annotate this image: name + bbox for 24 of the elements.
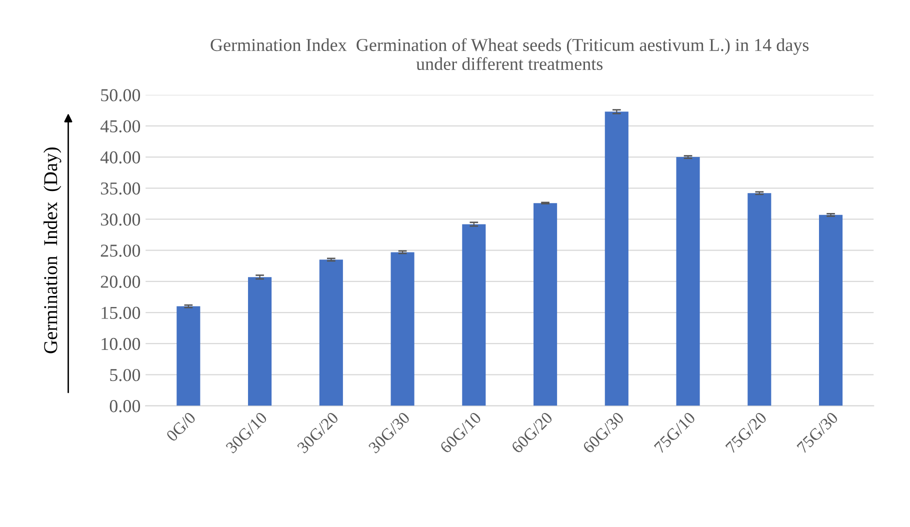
x-tick-label: 0G/0 (166, 411, 196, 442)
chart-title: Germination Index Germination of Wheat seeds (Triticum aestivum L.) in 14 days under different treatments (210, 38, 809, 70)
bar (534, 203, 558, 406)
bar (176, 306, 200, 406)
y-tick-label: 30.00 (100, 213, 140, 226)
bar (248, 277, 272, 406)
y-tick-label: 10.00 (102, 338, 140, 350)
y-axis-title: Germination Index (Day) (44, 148, 62, 354)
bar (748, 193, 772, 406)
bar (819, 214, 843, 406)
bar (604, 112, 628, 406)
bar (319, 260, 343, 406)
bar (390, 252, 414, 406)
y-tick-label: 50.00 (101, 89, 140, 102)
y-tick-label: 35.00 (100, 182, 140, 195)
y-tick-label: 25.00 (100, 244, 140, 257)
y-tick-label: 5.00 (110, 368, 140, 382)
y-tick-label: 20.00 (100, 276, 140, 288)
bar (676, 157, 700, 406)
y-tick-label: 40.00 (100, 151, 140, 164)
y-tick-label: 45.00 (100, 120, 140, 132)
y-tick-label: 15.00 (102, 306, 140, 320)
y-tick-label: 0.00 (110, 400, 140, 412)
bar (462, 224, 486, 406)
